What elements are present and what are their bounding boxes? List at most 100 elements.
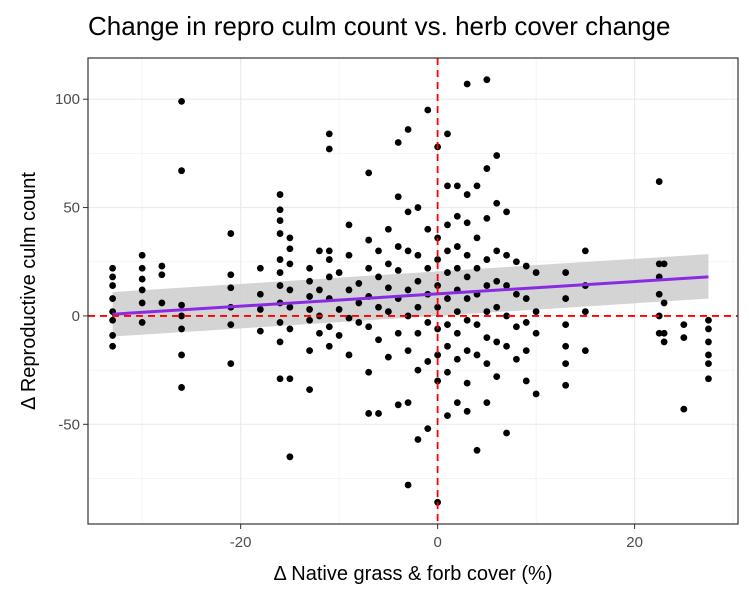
- data-point: [276, 269, 284, 276]
- data-point: [138, 275, 146, 283]
- data-point: [453, 355, 461, 363]
- data-point: [325, 130, 333, 138]
- data-point: [404, 399, 412, 407]
- data-point: [444, 269, 451, 276]
- data-points: [109, 76, 712, 506]
- data-point: [655, 312, 663, 320]
- data-point: [306, 277, 313, 285]
- data-point: [434, 234, 442, 242]
- data-point: [562, 321, 570, 328]
- data-point: [532, 329, 540, 337]
- data-point: [705, 316, 712, 324]
- data-point: [680, 405, 688, 413]
- data-point: [562, 360, 570, 368]
- data-point: [286, 453, 294, 461]
- data-point: [109, 342, 117, 350]
- data-point: [355, 280, 363, 287]
- data-point: [306, 386, 313, 394]
- data-point: [453, 182, 461, 190]
- data-point: [414, 436, 422, 443]
- data-point: [316, 247, 323, 255]
- data-point: [256, 290, 264, 298]
- data-point: [493, 303, 501, 311]
- data-point: [493, 199, 501, 207]
- data-point: [394, 243, 402, 250]
- data-point: [655, 290, 663, 298]
- data-point: [444, 412, 451, 420]
- data-point: [306, 347, 313, 355]
- data-point: [306, 264, 313, 272]
- data-point: [483, 360, 491, 368]
- data-point: [444, 130, 451, 138]
- data-point: [355, 319, 363, 326]
- data-point: [178, 312, 185, 320]
- data-point: [345, 286, 353, 294]
- data-point: [655, 329, 663, 337]
- data-point: [463, 80, 471, 88]
- data-point: [256, 264, 264, 272]
- data-point: [562, 269, 570, 276]
- data-point: [404, 347, 412, 355]
- data-point: [503, 208, 510, 216]
- data-point: [394, 267, 402, 274]
- data-point: [227, 230, 235, 237]
- data-point: [227, 321, 235, 328]
- data-point: [424, 225, 432, 233]
- data-point: [414, 277, 422, 285]
- y-tick-label: -50: [58, 416, 80, 433]
- data-point: [444, 221, 451, 229]
- data-point: [158, 262, 166, 270]
- data-point: [522, 377, 530, 385]
- data-point: [532, 308, 540, 315]
- data-point: [463, 219, 471, 227]
- data-point: [325, 323, 333, 331]
- data-point: [513, 258, 520, 266]
- reference-lines: [88, 58, 738, 524]
- data-point: [434, 351, 442, 359]
- data-point: [286, 375, 294, 383]
- data-point: [138, 286, 146, 294]
- chart-title: Change in repro culm count vs. herb cove…: [88, 11, 670, 41]
- data-point: [562, 295, 570, 302]
- data-point: [463, 273, 471, 281]
- data-point: [655, 260, 663, 268]
- data-point: [463, 191, 471, 198]
- data-point: [384, 308, 392, 315]
- data-point: [384, 260, 392, 268]
- data-point: [522, 347, 530, 355]
- data-point: [138, 299, 146, 307]
- data-point: [453, 212, 461, 220]
- data-point: [463, 251, 471, 259]
- data-point: [256, 327, 264, 335]
- data-point: [138, 264, 146, 272]
- data-point: [473, 234, 481, 242]
- data-point: [473, 182, 481, 190]
- data-point: [513, 355, 520, 363]
- data-point: [375, 303, 382, 311]
- data-point: [483, 308, 491, 315]
- data-point: [463, 295, 471, 302]
- data-point: [493, 277, 501, 285]
- data-point: [493, 152, 501, 159]
- data-point: [473, 264, 481, 272]
- data-point: [513, 290, 520, 298]
- data-point: [705, 375, 712, 383]
- data-point: [424, 425, 432, 433]
- data-point: [473, 446, 481, 454]
- data-point: [384, 225, 392, 233]
- data-point: [365, 169, 373, 177]
- data-point: [444, 342, 451, 350]
- data-point: [424, 319, 432, 326]
- data-point: [384, 284, 392, 292]
- data-point: [404, 208, 412, 216]
- data-point: [483, 256, 491, 263]
- data-point: [503, 312, 510, 320]
- data-point: [404, 247, 412, 255]
- data-point: [532, 269, 540, 276]
- data-point: [375, 410, 382, 417]
- data-point: [424, 358, 432, 365]
- data-point: [276, 217, 284, 224]
- data-point: [444, 182, 451, 190]
- data-point: [276, 230, 284, 237]
- data-point: [227, 271, 235, 279]
